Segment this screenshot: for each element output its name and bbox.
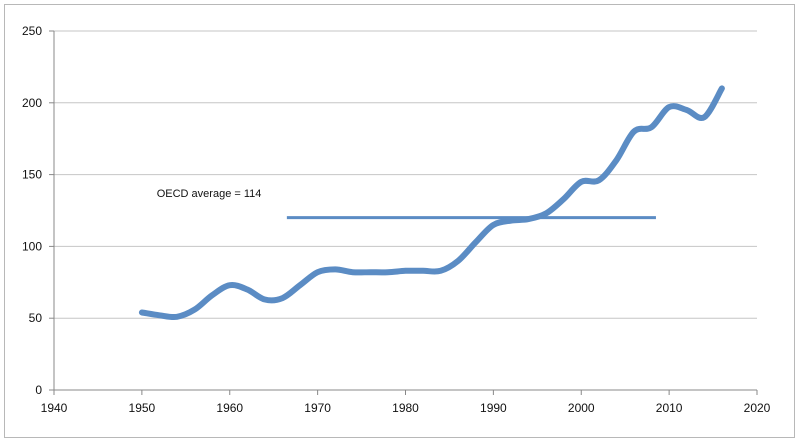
y-tick-label: 150: [22, 168, 42, 182]
y-tick-label: 200: [22, 96, 42, 110]
x-tick-label: 2000: [568, 401, 595, 415]
axes: [49, 30, 758, 395]
x-tick-label: 2020: [744, 401, 771, 415]
series-group: [138, 85, 725, 321]
x-tick-label: 1980: [392, 401, 419, 415]
y-tick-label: 250: [22, 24, 42, 38]
x-tick-label: 1960: [216, 401, 243, 415]
annotation-oecd-average: OECD average = 114: [157, 188, 262, 200]
annotations: OECD average = 114: [157, 188, 262, 200]
x-tick-label: 1950: [129, 401, 156, 415]
x-tick-label: 1970: [304, 401, 331, 415]
y-tick-label: 0: [35, 383, 42, 397]
chart-frame: [4, 4, 795, 438]
x-tick-label: 2010: [656, 401, 683, 415]
x-tick-label: 1990: [480, 401, 507, 415]
tick-labels: 0 50 100 150 200 250 1940 1950 1960 1970 1980 1990 2…: [22, 24, 771, 415]
y-tick-label: 100: [22, 239, 42, 253]
gridlines: [54, 30, 757, 319]
series-line: [138, 85, 725, 321]
y-tick-label: 50: [29, 311, 43, 325]
x-tick-label: 1940: [41, 401, 68, 415]
